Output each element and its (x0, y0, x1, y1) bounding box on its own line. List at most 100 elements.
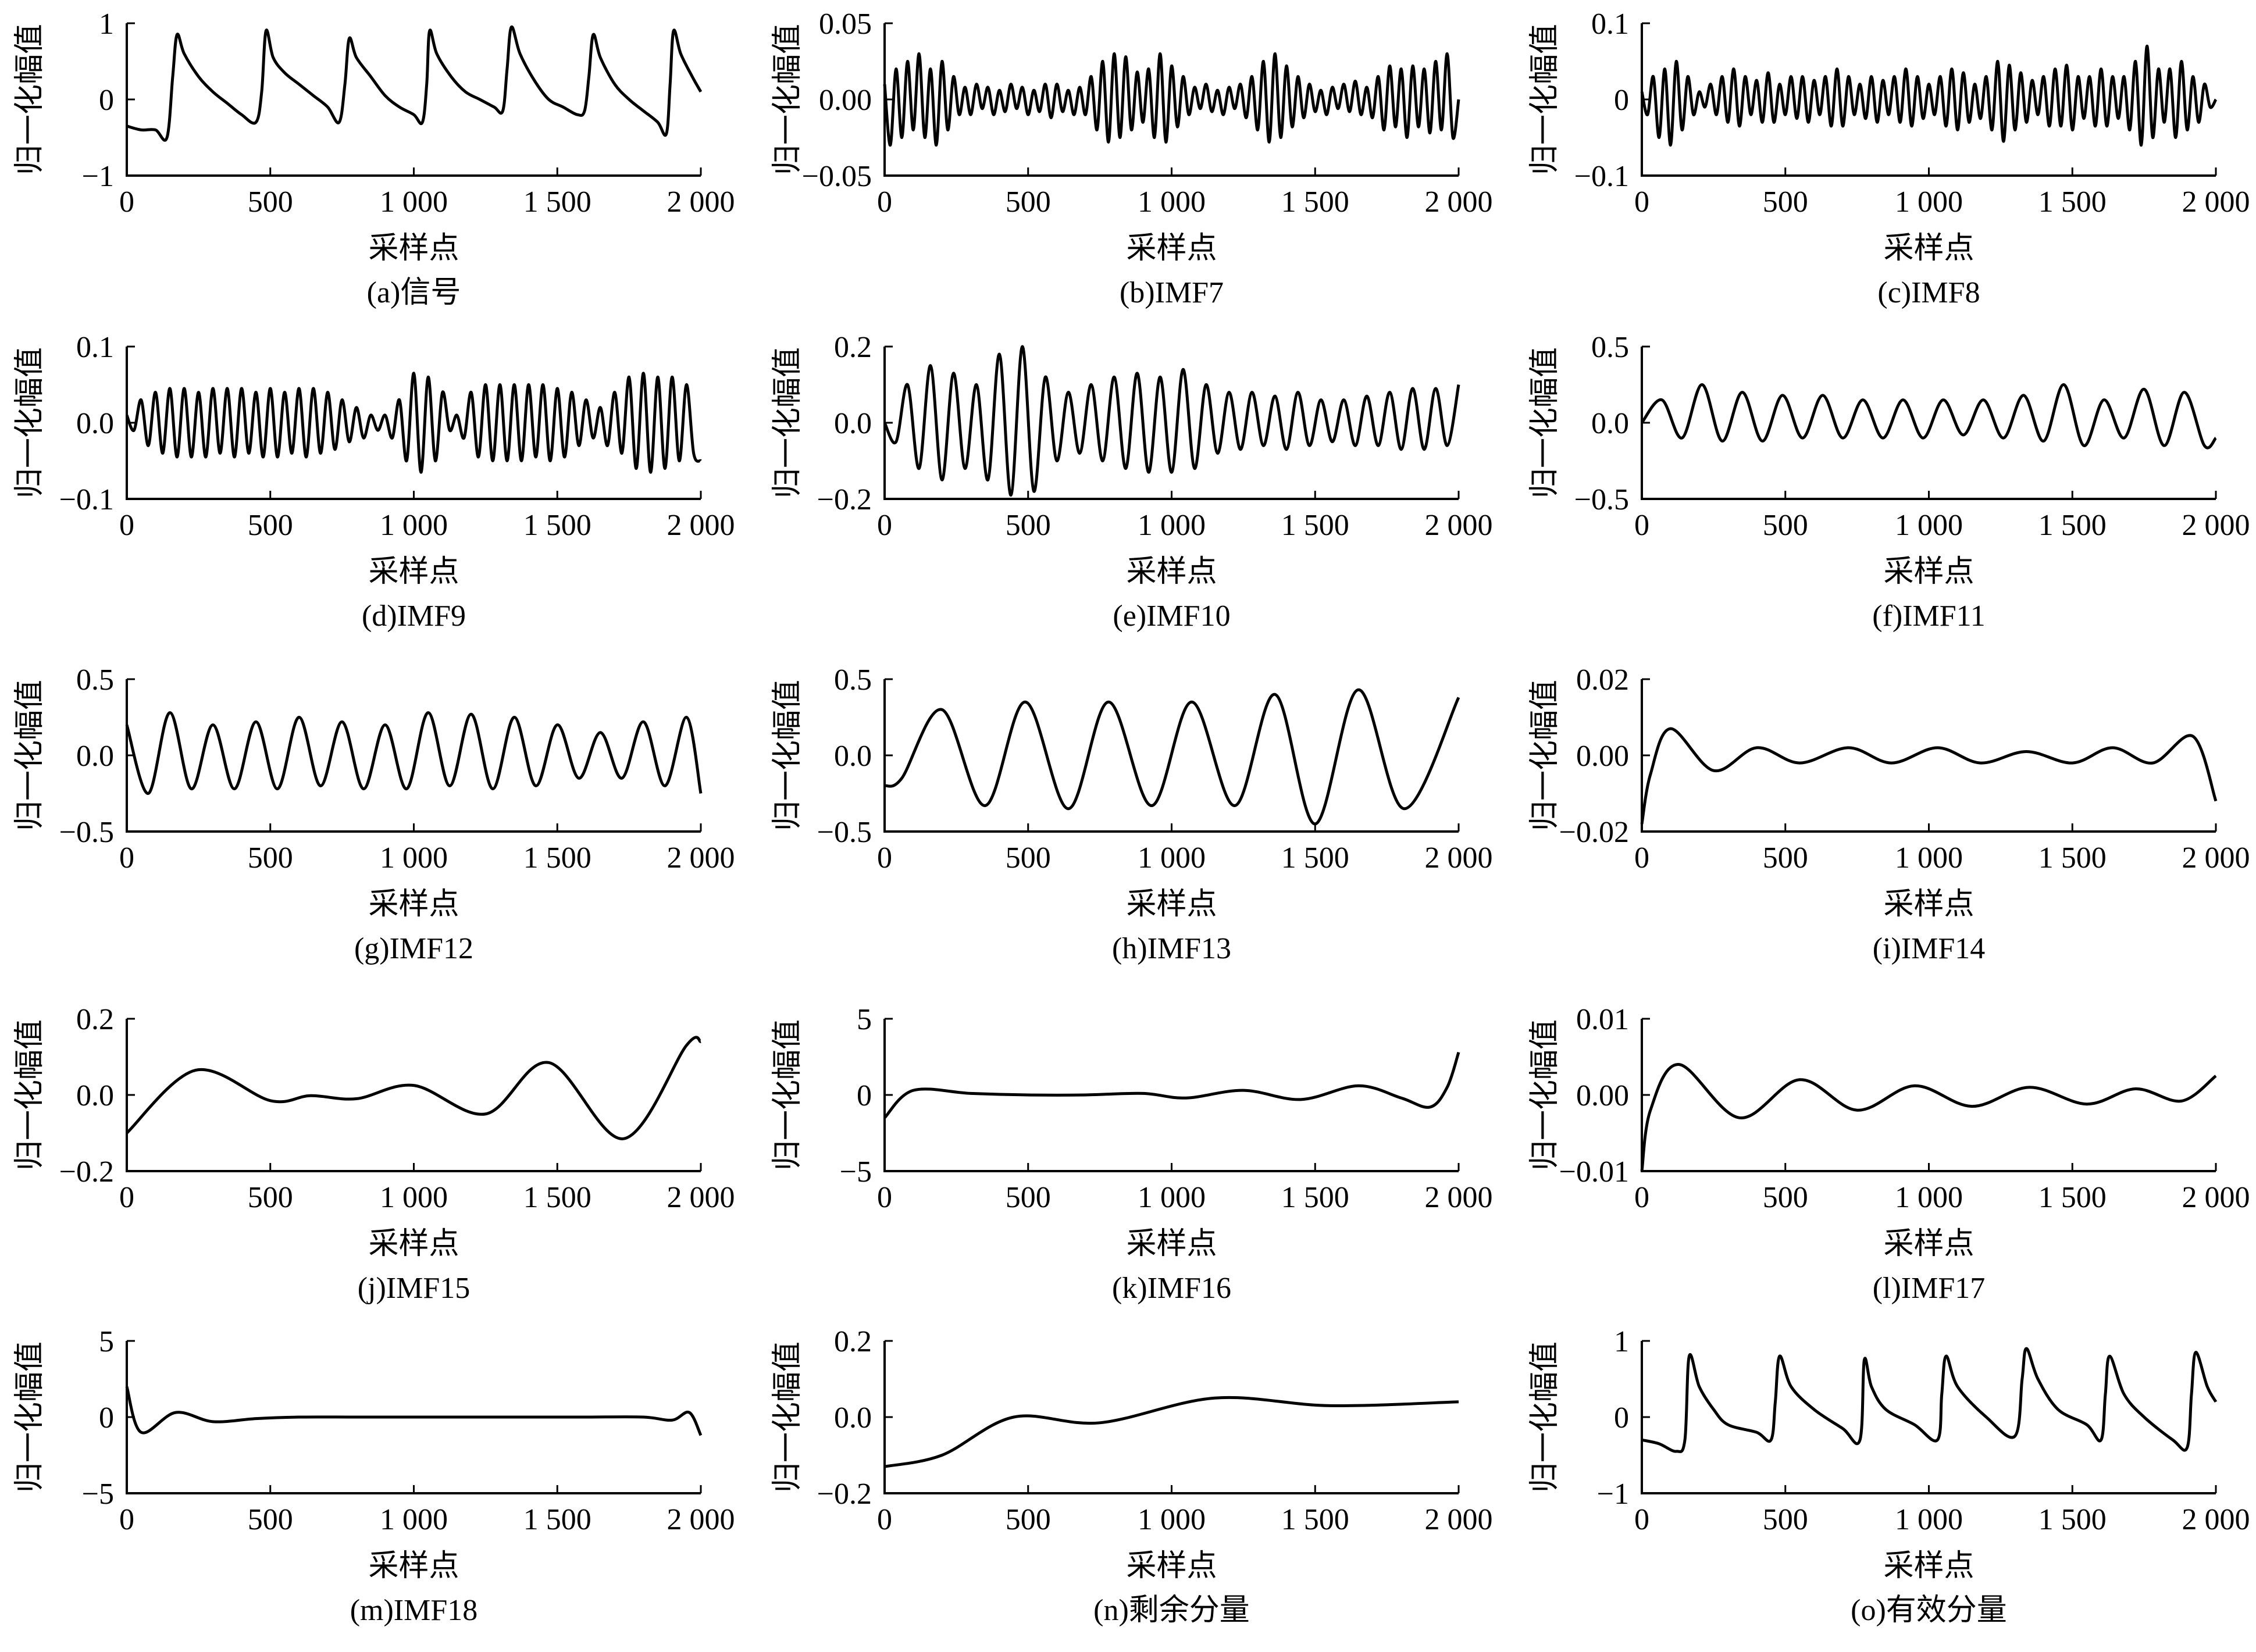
x-tick-label: 500 (1006, 1503, 1051, 1536)
x-tick-label: 1 000 (1138, 1181, 1206, 1214)
x-tick-label: 500 (1763, 185, 1808, 219)
x-tick-label: 1 000 (1138, 509, 1206, 542)
x-axis-label: 采样点 (1883, 1550, 1974, 1583)
data-line (883, 52, 1460, 147)
y-tick-label: 0 (99, 84, 114, 117)
x-tick-label: 1 000 (1138, 841, 1206, 875)
x-tick-label: 0 (1634, 509, 1649, 542)
y-axis-label: 归一化幅值 (1528, 24, 1562, 175)
x-tick-label: 500 (248, 185, 293, 219)
x-tick-label: 0 (119, 185, 134, 219)
x-tick-label: 0 (1634, 1181, 1649, 1214)
y-tick-label: −0.01 (1559, 1155, 1629, 1189)
chart-caption: (j)IMF15 (358, 1272, 471, 1305)
x-tick-label: 500 (1763, 841, 1808, 875)
x-tick-label: 1 500 (1281, 1181, 1349, 1214)
x-tick-label: 1 000 (380, 185, 448, 219)
y-tick-label: 5 (99, 1325, 114, 1358)
x-tick-label: 1 000 (1895, 185, 1963, 219)
x-tick-label: 1 000 (1138, 1503, 1206, 1536)
x-tick-label: 1 500 (523, 1181, 591, 1214)
x-tick-label: 2 000 (2182, 1181, 2250, 1214)
x-axis-label: 采样点 (1126, 1550, 1217, 1583)
x-tick-label: 500 (1763, 509, 1808, 542)
x-axis-label: 采样点 (1126, 555, 1217, 588)
chart-caption: (i)IMF14 (1873, 932, 1986, 965)
data-line (883, 1051, 1460, 1119)
y-tick-label: 0.00 (819, 84, 872, 117)
x-axis-label: 采样点 (368, 1228, 459, 1261)
x-tick-label: 1 500 (1281, 509, 1349, 542)
y-tick-label: −0.2 (817, 483, 872, 516)
y-tick-label: 0.0 (834, 740, 872, 773)
y-tick-label: −0.5 (817, 816, 872, 849)
x-tick-label: 2 000 (1425, 509, 1493, 542)
chart-caption: (k)IMF16 (1112, 1272, 1231, 1305)
x-tick-label: 1 500 (523, 509, 591, 542)
x-axis-label: 采样点 (1883, 888, 1974, 921)
x-axis-label: 采样点 (368, 232, 459, 265)
x-tick-label: 1 000 (1895, 1503, 1963, 1536)
chart-caption: (f)IMF11 (1872, 600, 1986, 633)
y-tick-label: 0.5 (1591, 331, 1629, 364)
x-tick-label: 1 500 (1281, 1503, 1349, 1536)
y-tick-label: 0 (99, 1401, 114, 1435)
y-tick-label: −0.1 (59, 483, 114, 516)
y-tick-label: 0.2 (834, 1325, 872, 1358)
y-tick-label: 0.01 (1576, 1003, 1629, 1036)
x-tick-label: 1 000 (1895, 1181, 1963, 1214)
y-axis-label: 归一化幅值 (13, 1341, 47, 1493)
y-axis-label: 归一化幅值 (771, 680, 804, 831)
y-tick-label: 0.0 (834, 407, 872, 440)
x-axis-label: 采样点 (1126, 232, 1217, 265)
data-line (883, 345, 1460, 497)
chart-caption: (h)IMF13 (1112, 932, 1231, 965)
x-tick-label: 0 (877, 841, 892, 875)
y-axis-label: 归一化幅值 (13, 1019, 47, 1171)
x-tick-label: 2 000 (1425, 1503, 1493, 1536)
x-tick-label: 0 (877, 1181, 892, 1214)
y-tick-label: 0.0 (834, 1401, 872, 1435)
x-tick-label: 1 000 (1895, 509, 1963, 542)
x-axis-label: 采样点 (368, 888, 459, 921)
x-tick-label: 500 (1763, 1503, 1808, 1536)
y-tick-label: −1 (1597, 1478, 1629, 1511)
y-tick-label: −0.5 (59, 816, 114, 849)
x-tick-label: 1 500 (2038, 1503, 2107, 1536)
x-axis-label: 采样点 (1883, 555, 1974, 588)
x-tick-label: 0 (119, 841, 134, 875)
x-tick-label: 1 500 (2038, 1181, 2107, 1214)
y-tick-label: 1 (99, 8, 114, 41)
y-tick-label: −1 (82, 160, 114, 193)
y-axis-label: 归一化幅值 (1528, 347, 1562, 498)
y-tick-label: 0 (1614, 1401, 1629, 1435)
x-tick-label: 500 (1006, 509, 1051, 542)
y-tick-label: 0.02 (1576, 663, 1629, 697)
y-tick-label: 1 (1614, 1325, 1629, 1358)
x-tick-label: 500 (248, 509, 293, 542)
x-axis-label: 采样点 (368, 1550, 459, 1583)
y-axis-label: 归一化幅值 (1528, 1019, 1562, 1171)
y-tick-label: 0.00 (1576, 1079, 1629, 1112)
x-tick-label: 1 500 (2038, 185, 2107, 219)
x-tick-label: 0 (119, 1503, 134, 1536)
y-tick-label: −5 (82, 1478, 114, 1511)
x-tick-label: 2 000 (1425, 185, 1493, 219)
x-tick-label: 0 (1634, 1503, 1649, 1536)
data-line (125, 1386, 703, 1436)
chart-caption: (m)IMF18 (350, 1594, 478, 1627)
y-tick-label: −0.02 (1559, 816, 1629, 849)
y-tick-label: 0.00 (1576, 740, 1629, 773)
x-axis-label: 采样点 (1126, 1228, 1217, 1261)
x-tick-label: 0 (1634, 841, 1649, 875)
chart-caption: (c)IMF8 (1877, 276, 1980, 309)
data-line (1640, 383, 2217, 449)
x-tick-label: 1 000 (380, 509, 448, 542)
y-tick-label: −5 (840, 1155, 872, 1189)
y-tick-label: 5 (857, 1003, 872, 1036)
chart-caption: (b)IMF7 (1120, 276, 1224, 309)
y-tick-label: 0.0 (1591, 407, 1629, 440)
x-axis-label: 采样点 (368, 555, 459, 588)
y-axis-label: 归一化幅值 (13, 24, 47, 175)
